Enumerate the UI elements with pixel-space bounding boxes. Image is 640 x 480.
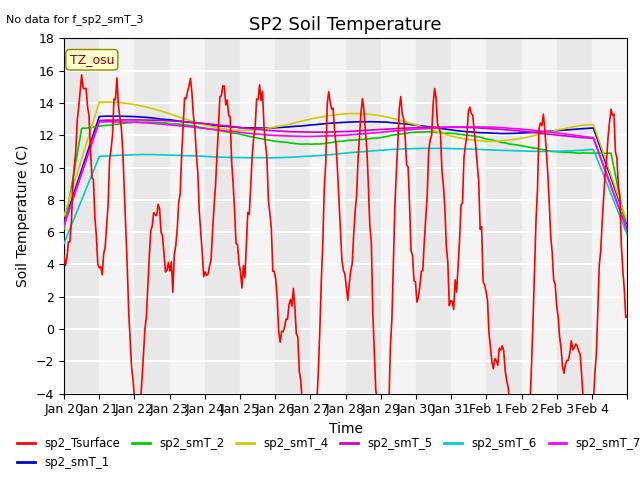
Bar	[416, 38, 451, 394]
Bar	[64, 38, 99, 394]
Legend: sp2_Tsurface, sp2_smT_1, sp2_smT_2, sp2_smT_4, sp2_smT_5, sp2_smT_6, sp2_smT_7: sp2_Tsurface, sp2_smT_1, sp2_smT_2, sp2_…	[12, 433, 640, 474]
Title: SP2 Soil Temperature: SP2 Soil Temperature	[250, 16, 442, 34]
Bar	[557, 38, 592, 394]
Text: TZ_osu: TZ_osu	[70, 53, 114, 66]
Text: No data for f_sp2_smT_3: No data for f_sp2_smT_3	[6, 14, 144, 25]
Bar	[381, 38, 416, 394]
Bar	[486, 38, 522, 394]
Bar	[170, 38, 205, 394]
Bar	[522, 38, 557, 394]
Y-axis label: Soil Temperature (C): Soil Temperature (C)	[17, 145, 30, 287]
Bar	[134, 38, 170, 394]
Bar	[592, 38, 627, 394]
Bar	[346, 38, 381, 394]
Bar	[451, 38, 486, 394]
Bar	[275, 38, 310, 394]
Bar	[310, 38, 346, 394]
Bar	[205, 38, 240, 394]
Bar	[240, 38, 275, 394]
X-axis label: Time: Time	[328, 422, 363, 436]
Bar	[99, 38, 134, 394]
